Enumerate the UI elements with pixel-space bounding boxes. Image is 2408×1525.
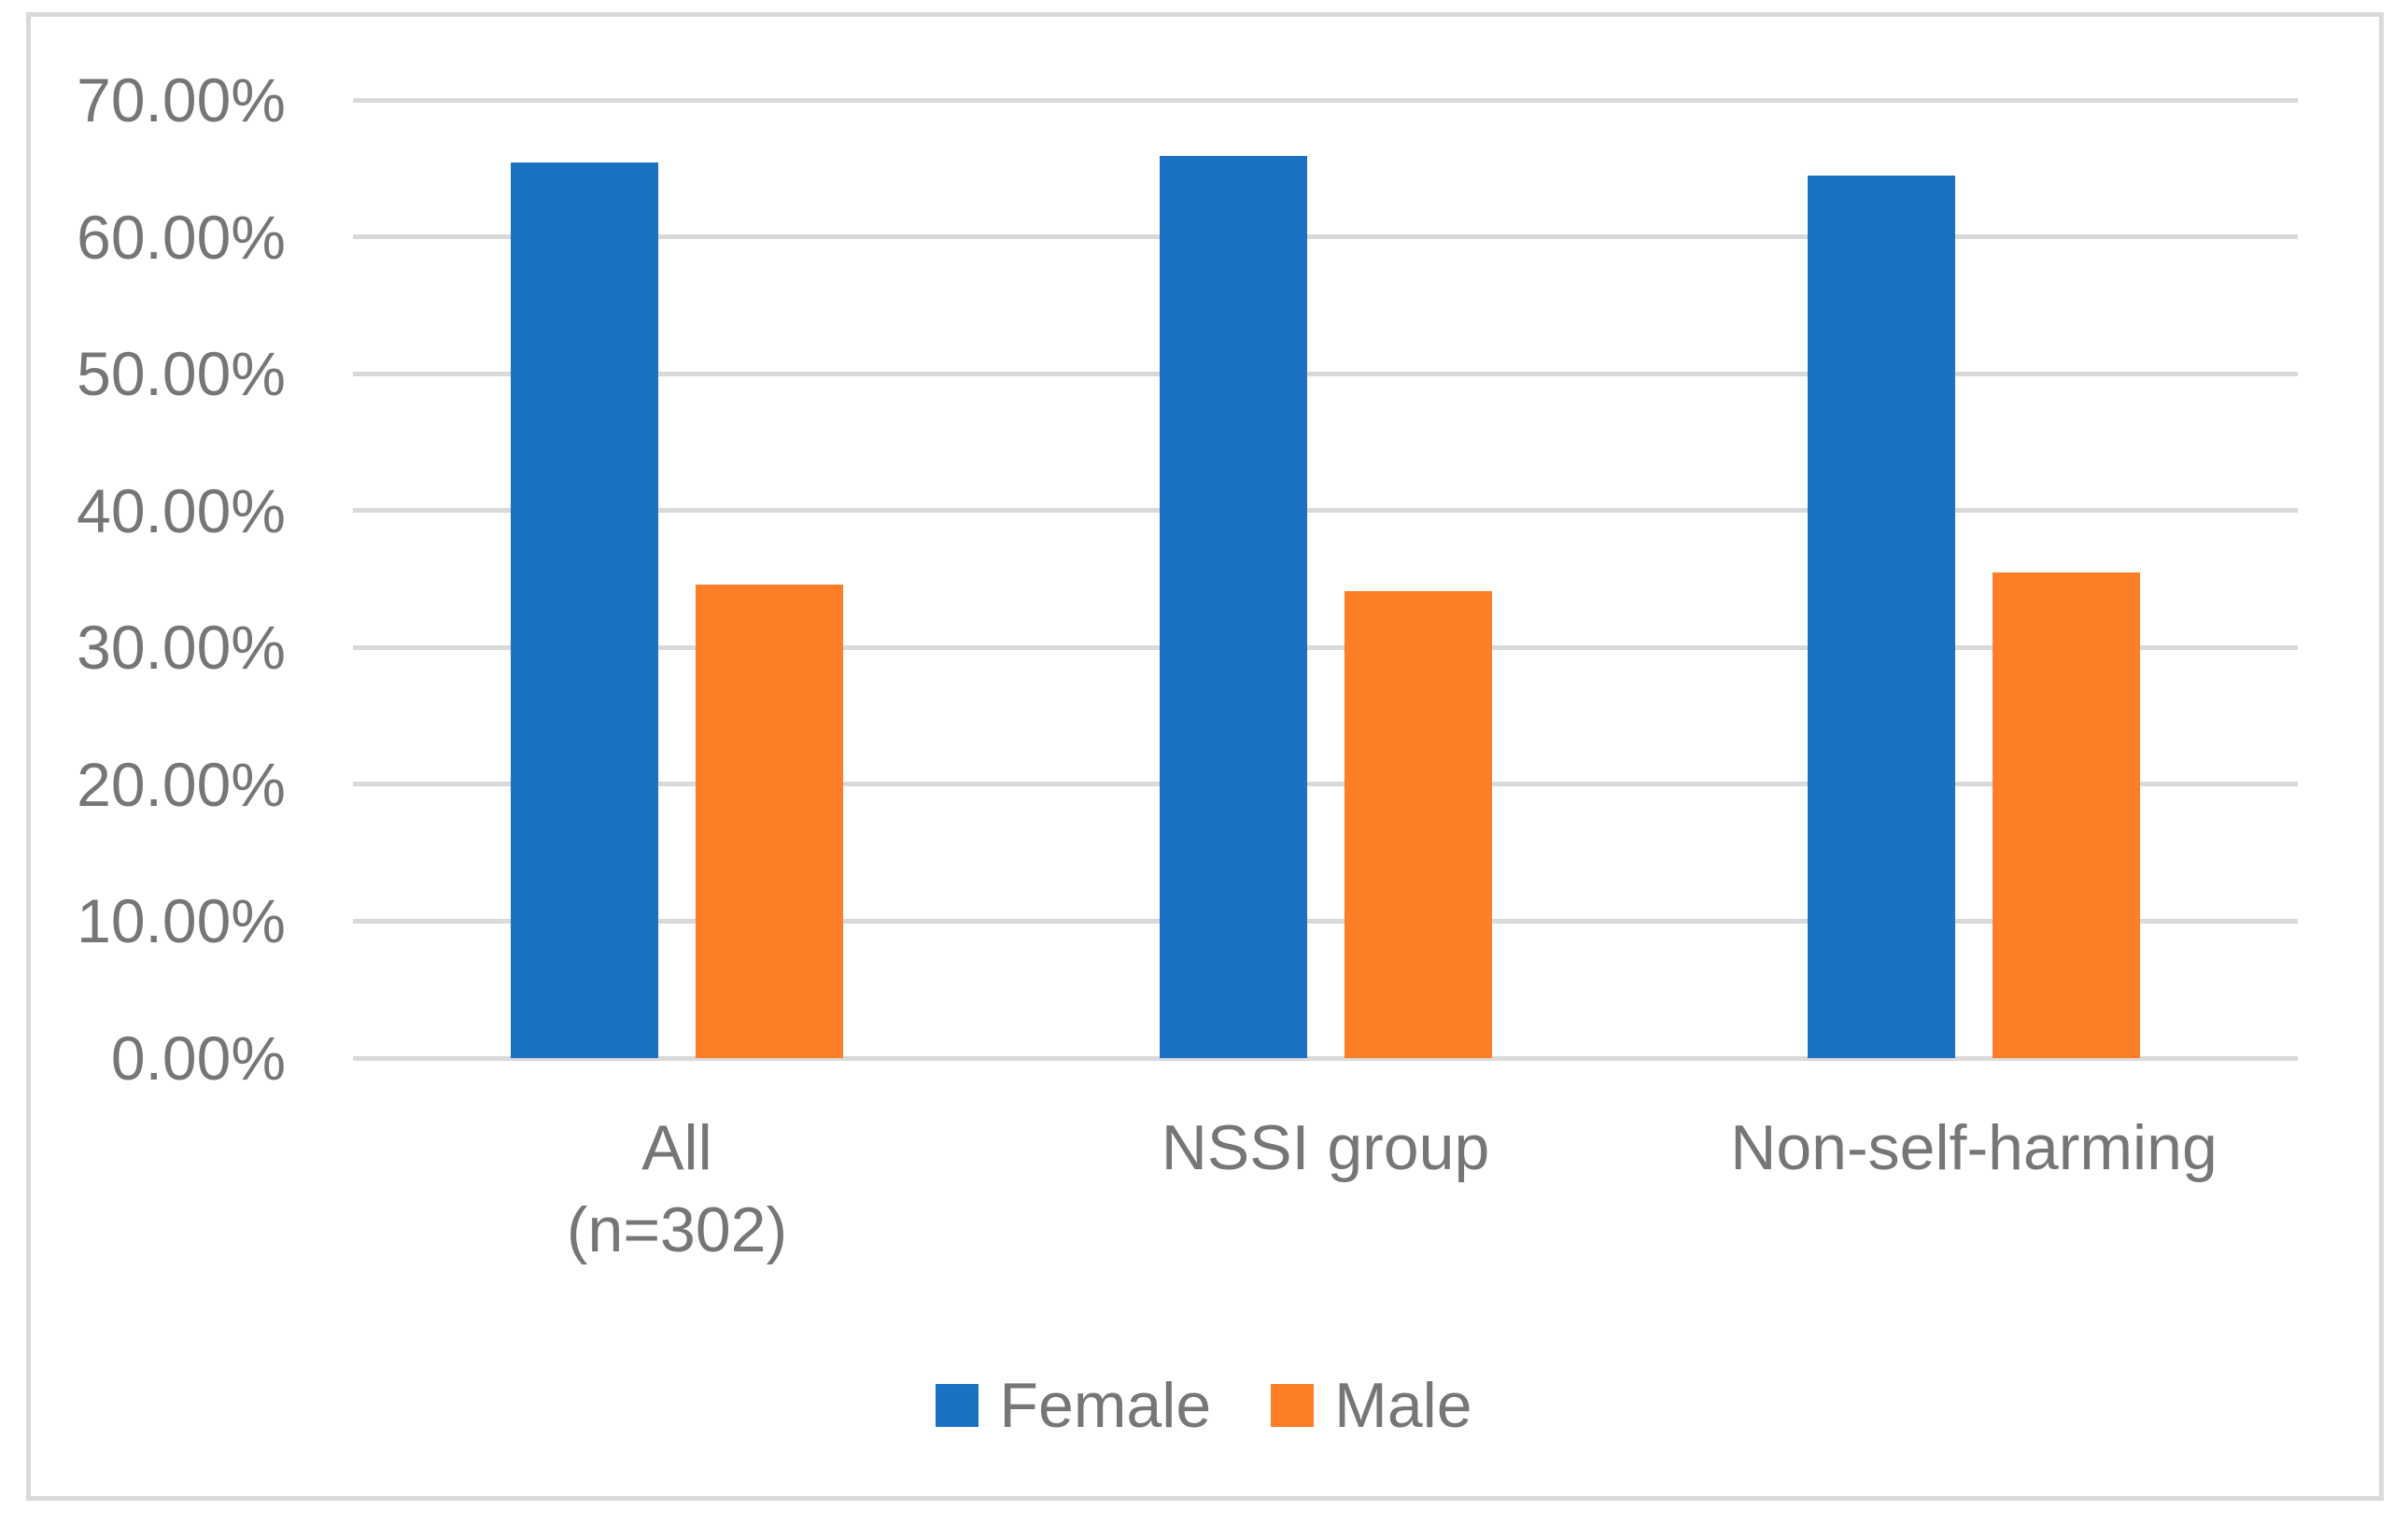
- gridline-50: [353, 371, 2298, 376]
- gridline-60: [353, 234, 2298, 240]
- y-axis-tick-label-10: 10.00%: [77, 886, 286, 956]
- y-axis-tick-label-60: 60.00%: [77, 202, 286, 272]
- legend: Female Male: [0, 1369, 2408, 1442]
- bar-female-2: [1808, 175, 1955, 1058]
- x-axis-category-label-line: (n=302): [566, 1194, 788, 1265]
- legend-item-male: Male: [1271, 1369, 1472, 1442]
- x-axis-category-label-line: Non-self-harming: [1730, 1112, 2218, 1183]
- bar-male-2: [1993, 572, 2140, 1058]
- gridline-40: [353, 508, 2298, 514]
- gridline-0: [353, 1055, 2298, 1061]
- bar-female-1: [1159, 156, 1307, 1058]
- x-axis-category-label-line: All: [641, 1112, 712, 1183]
- bar-male-0: [696, 584, 843, 1058]
- x-axis-category-label-line: NSSI group: [1161, 1112, 1490, 1183]
- legend-item-female: Female: [936, 1369, 1211, 1442]
- y-axis-tick-label-20: 20.00%: [77, 749, 286, 819]
- gridline-10: [353, 918, 2298, 924]
- y-axis-tick-label-50: 50.00%: [77, 339, 286, 409]
- legend-label-male: Male: [1334, 1370, 1472, 1441]
- y-axis-tick-label-0: 0.00%: [110, 1024, 286, 1093]
- legend-label-female: Female: [999, 1370, 1212, 1441]
- gridline-20: [353, 782, 2298, 787]
- y-axis-tick-label-70: 70.00%: [77, 65, 286, 134]
- plot-area: [353, 97, 2298, 1061]
- y-axis-tick-label-40: 40.00%: [77, 475, 286, 545]
- x-axis-category-label-1: NSSI group: [906, 1107, 1746, 1189]
- gridline-30: [353, 644, 2298, 650]
- y-axis-tick-label-30: 30.00%: [77, 613, 286, 683]
- legend-marker-female: [936, 1384, 979, 1427]
- bar-female-0: [511, 162, 658, 1058]
- x-axis-category-label-0: All (n=302): [257, 1107, 1097, 1271]
- x-axis-category-label-2: Non-self-harming: [1554, 1107, 2394, 1189]
- gridline-70: [353, 97, 2298, 103]
- bar-male-1: [1344, 591, 1492, 1058]
- legend-marker-male: [1271, 1384, 1315, 1427]
